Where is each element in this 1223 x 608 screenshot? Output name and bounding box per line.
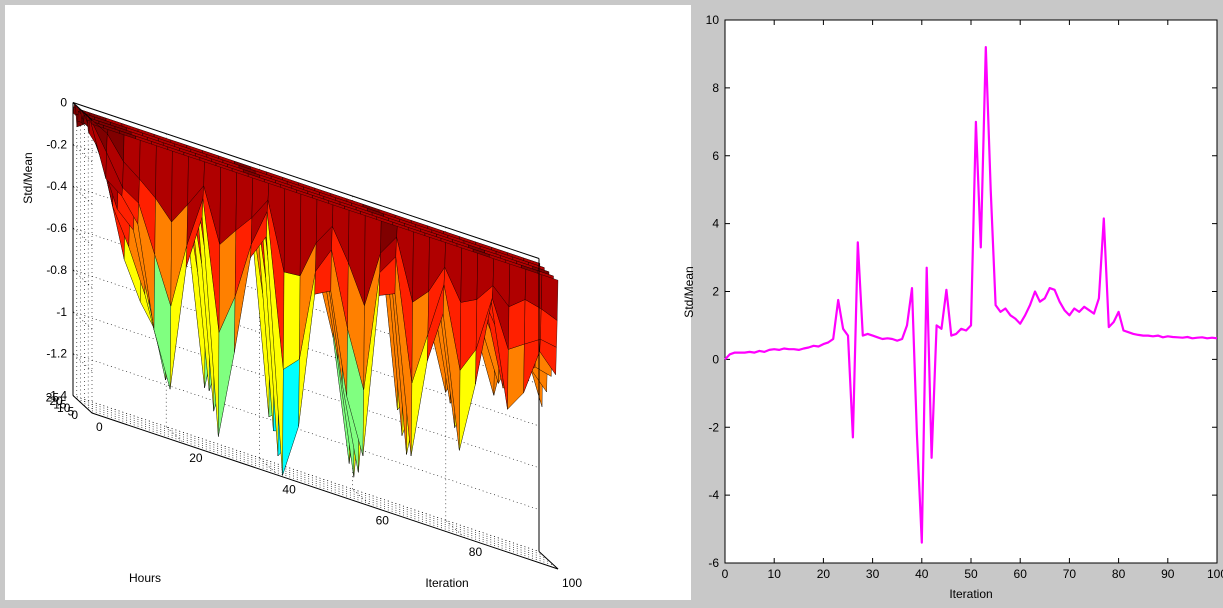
floor-gridline	[165, 426, 186, 445]
hours-tick-label: 5	[68, 405, 75, 419]
line-plot-ticks	[724, 19, 1218, 564]
surface-facet	[460, 247, 478, 303]
x-tick-label: 20	[817, 567, 831, 581]
line-plot-x-tick-labels: 0 10 20 30 40 50 60 70 80 90 100	[722, 567, 1223, 581]
iteration-tick-label: 100	[562, 576, 582, 590]
iteration-tick-label: 60	[376, 514, 390, 528]
z-tick-label: -0.8	[46, 263, 67, 277]
y-tick-label: 0	[712, 352, 719, 366]
x-tick-label: 40	[915, 567, 929, 581]
std-mean-line	[724, 46, 1218, 544]
x-tick-label: 80	[1112, 567, 1126, 581]
iteration-tick-label: 40	[282, 482, 296, 496]
z-tick-label: -0.4	[46, 179, 67, 193]
floor-right-edge	[538, 551, 559, 570]
surface-xlabel: Iteration	[425, 576, 468, 590]
x-tick-label: 100	[1207, 567, 1223, 581]
hours-tick-label: 10	[57, 401, 71, 415]
iteration-tick-labels-3d: 0 20 40 60 80 100	[96, 420, 582, 590]
x-tick-label: 50	[964, 567, 978, 581]
y-tick-label: 2	[712, 285, 719, 299]
top-back-edge	[72, 102, 540, 259]
surface-zlabel: Std/Mean	[21, 152, 35, 203]
hours-tick-label: 20	[49, 394, 63, 408]
iteration-tick-label: 80	[469, 545, 483, 559]
y-tick-label: 8	[712, 81, 719, 95]
surface-ylabel: Hours	[129, 571, 161, 585]
z-tick-label: -1.2	[46, 347, 67, 361]
line-plot: -6 -4 -2 0 2 4 6 8 10 0 10 20 30 40 50 60 70 80 90 100 Std…	[682, 13, 1223, 601]
side-wall-gridline	[72, 185, 93, 204]
iteration-tick-label: 20	[189, 451, 203, 465]
surface-facet	[541, 274, 559, 321]
surface-facet	[283, 188, 302, 277]
x-tick-label: 90	[1161, 567, 1175, 581]
x-tick-label: 60	[1014, 567, 1028, 581]
surface-facet	[508, 299, 526, 350]
surface-mesh	[72, 103, 559, 478]
line-ylabel: Std/Mean	[682, 266, 696, 317]
z-tick-labels: -1.4 -1.2 -1 -0.8 -0.6 -0.4 -0.2 0	[46, 96, 67, 403]
y-tick-label: -6	[708, 556, 719, 570]
z-tick-label: -0.6	[46, 221, 67, 235]
z-tick-label: -0.2	[46, 137, 67, 151]
line-plot-y-tick-labels: -6 -4 -2 0 2 4 6 8 10	[706, 13, 720, 570]
y-tick-label: 6	[712, 149, 719, 163]
y-tick-label: -2	[708, 420, 719, 434]
hours-tick-label: 15	[53, 398, 67, 412]
x-tick-label: 30	[866, 567, 880, 581]
floor-gridline	[445, 520, 466, 539]
x-tick-label: 10	[768, 567, 782, 581]
hours-tick-label: 0	[71, 408, 78, 422]
floor-gridline	[352, 488, 372, 507]
z-tick-label: -1.4	[46, 389, 67, 403]
hours-axis-line	[72, 395, 93, 414]
line-xlabel: Iteration	[949, 587, 992, 601]
side-wall-gridline	[72, 144, 93, 163]
side-wall-gridline	[72, 227, 93, 246]
side-wall-gridline	[72, 353, 93, 372]
hours-tick-label: 25	[46, 391, 60, 405]
z-tick-label: 0	[60, 96, 67, 110]
iteration-axis-line	[91, 412, 559, 570]
surface-facet	[412, 231, 430, 303]
x-tick-label: 0	[722, 567, 729, 581]
y-tick-label: -4	[708, 488, 719, 502]
y-tick-label: 10	[706, 13, 720, 27]
surface-facet	[508, 263, 527, 307]
side-wall-gridline	[72, 311, 93, 330]
iteration-tick-label: 0	[96, 420, 103, 434]
top-side-edge	[72, 102, 93, 121]
z-tick-label: -1	[56, 305, 67, 319]
side-wall-gridline	[72, 269, 93, 288]
x-tick-label: 70	[1063, 567, 1077, 581]
surface-plot-axes	[72, 102, 559, 570]
y-tick-label: 4	[712, 217, 719, 231]
floor-gridline	[259, 457, 279, 476]
surface-facet	[283, 271, 301, 370]
